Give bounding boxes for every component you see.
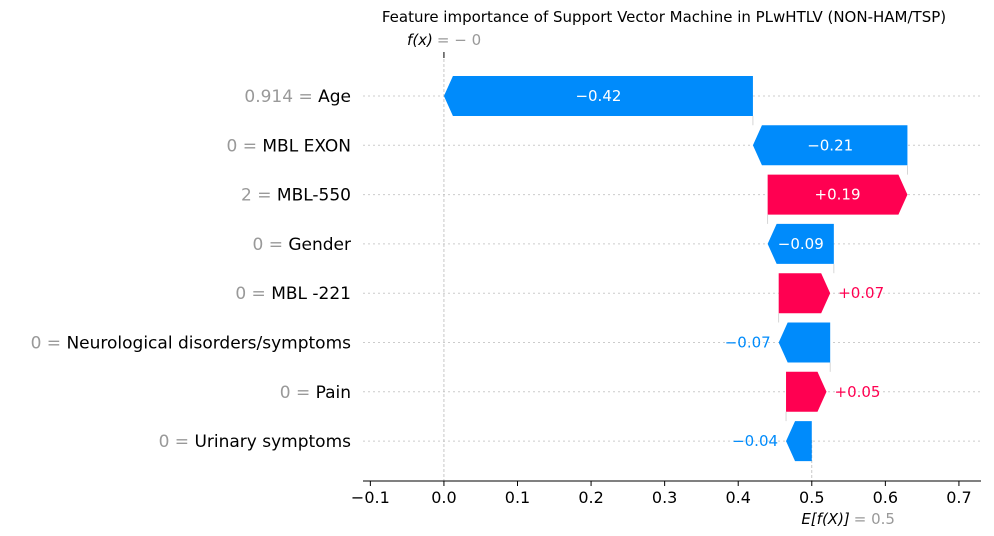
x-tick-label: 0.5 bbox=[799, 488, 824, 507]
feature-name: MBL EXON bbox=[262, 136, 351, 156]
feature-name: MBL-550 bbox=[277, 186, 351, 206]
x-tick-label: 0.4 bbox=[725, 488, 750, 507]
x-tick-label: 0.3 bbox=[652, 488, 677, 507]
bar-value-label: −0.09 bbox=[778, 235, 824, 253]
feature-name: Pain bbox=[316, 383, 351, 403]
base-value-text: = 0.5 bbox=[854, 510, 895, 528]
feature-label: 0 = Pain bbox=[280, 383, 351, 403]
bar-mbl-exon bbox=[752, 125, 908, 166]
x-tick-label: 0.2 bbox=[578, 488, 603, 507]
feature-label: 0.914 = Age bbox=[244, 87, 351, 107]
bar-value-label: +0.19 bbox=[815, 186, 861, 204]
feature-name: Gender bbox=[288, 235, 351, 255]
bar-mbl-550 bbox=[767, 174, 908, 215]
bar-value-label: −0.04 bbox=[732, 432, 778, 450]
feature-labels: −0.42 0.914 = Age −0.21 0 = MBL EXON +0.19 2 … bbox=[31, 87, 885, 452]
bar-value-label: −0.07 bbox=[725, 334, 771, 352]
fx-label: f(x) bbox=[407, 31, 433, 49]
x-axis: −0.1 0.0 0.1 0.2 0.3 0.4 0.5 0.6 0.7 bbox=[351, 480, 981, 507]
feature-value: 0 = bbox=[159, 432, 195, 452]
x-tick-label: 0.0 bbox=[431, 488, 456, 507]
bar-value-label: −0.42 bbox=[575, 87, 621, 105]
base-annotation: E[f(X)] = 0.5 bbox=[801, 510, 895, 528]
x-tick-label: 0.7 bbox=[946, 488, 971, 507]
feature-name: Neurological disorders/symptoms bbox=[66, 334, 351, 354]
bar-pain bbox=[786, 371, 827, 412]
bar-gender bbox=[767, 223, 834, 264]
fx-value-text: = − 0 bbox=[437, 31, 481, 49]
x-tick-label: 0.6 bbox=[873, 488, 898, 507]
feature-value: 0 = bbox=[280, 383, 316, 403]
bar-mbl-221 bbox=[778, 273, 831, 314]
feature-label: 0 = MBL -221 bbox=[235, 284, 351, 304]
bar-value-label: +0.05 bbox=[835, 383, 881, 401]
feature-name: Urinary symptoms bbox=[194, 432, 351, 452]
bar-urinary-symptoms bbox=[786, 421, 812, 462]
bar-age bbox=[443, 76, 753, 116]
bar-value-label: −0.21 bbox=[807, 136, 853, 154]
feature-label: 0 = Gender bbox=[252, 235, 351, 255]
feature-value: 0 = bbox=[31, 334, 67, 354]
chart-title: Feature importance of Support Vector Mac… bbox=[382, 8, 946, 26]
bar-neurological-disorders-symptoms bbox=[778, 322, 831, 363]
feature-name: MBL -221 bbox=[271, 284, 351, 304]
x-tick-label: −0.1 bbox=[351, 488, 390, 507]
reference-lines bbox=[443, 52, 813, 481]
feature-value: 0 = bbox=[252, 235, 288, 255]
bars bbox=[443, 76, 908, 462]
feature-label: 0 = Neurological disorders/symptoms bbox=[31, 334, 352, 354]
fx-annotation: f(x) = − 0 bbox=[407, 31, 481, 49]
feature-label: 0 = Urinary symptoms bbox=[159, 432, 352, 452]
feature-label: 0 = MBL EXON bbox=[227, 136, 351, 156]
feature-value: 0 = bbox=[235, 284, 271, 304]
feature-value: 2 = bbox=[241, 186, 277, 206]
x-tick-label: 0.1 bbox=[505, 488, 530, 507]
feature-label: 2 = MBL-550 bbox=[241, 186, 351, 206]
feature-name: Age bbox=[318, 87, 351, 107]
feature-value: 0 = bbox=[227, 136, 263, 156]
feature-value: 0.914 = bbox=[244, 87, 318, 107]
bar-value-label: +0.07 bbox=[838, 284, 884, 302]
base-value-label: E[f(X)] bbox=[801, 510, 850, 528]
